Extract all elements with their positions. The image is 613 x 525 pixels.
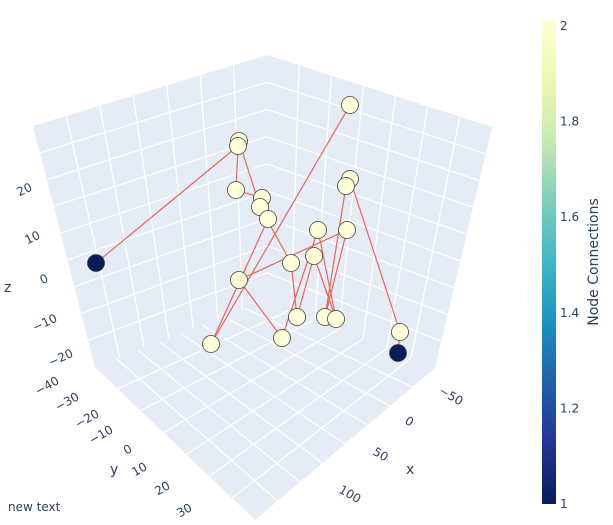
- colorbar-tick: 1: [560, 497, 568, 511]
- z-tick: 10: [23, 228, 43, 247]
- edge-11-14: [238, 279, 283, 339]
- y-tick: 10: [129, 459, 149, 479]
- node-22[interactable]: [389, 344, 407, 362]
- y-tick: 20: [152, 478, 172, 498]
- grid-left-v: [199, 75, 219, 320]
- grid-floor-a: [202, 324, 368, 426]
- scene-3d[interactable]: −50050100−40−30−20−10010203020100−10−20 …: [4, 55, 492, 520]
- edge-18-17: [210, 104, 351, 345]
- colorbar-ticks: 2 1.8 1.6 1.4 1.2 1: [560, 19, 579, 511]
- grid-floor-b: [163, 328, 340, 434]
- grid-floor-a: [223, 316, 391, 407]
- edge-19-20: [324, 229, 348, 318]
- grid-floor-a: [159, 341, 323, 464]
- node-3[interactable]: [227, 181, 245, 199]
- node-8[interactable]: [282, 254, 300, 272]
- colorbar-tick: 1.8: [560, 115, 579, 129]
- node-15[interactable]: [337, 177, 355, 195]
- y-tick: −20: [73, 406, 102, 431]
- grid-floor-a: [137, 349, 301, 483]
- node-1[interactable]: [87, 254, 105, 272]
- grid-right-h: [266, 272, 442, 342]
- grid-left-v: [99, 105, 145, 348]
- grid-left-h: [39, 81, 268, 154]
- node-11[interactable]: [273, 329, 291, 347]
- x-tick: −50: [437, 383, 466, 408]
- colorbar-tick: 2: [560, 19, 568, 33]
- axis-titles: x y z: [4, 280, 414, 478]
- colorbar: 2 1.8 1.6 1.4 1.2 1 Node Connections: [542, 19, 602, 511]
- z-tick: 20: [15, 180, 35, 199]
- grid-right-v: [314, 75, 332, 320]
- x-tick: 50: [371, 444, 391, 464]
- grid-right-h: [266, 217, 455, 289]
- grid-right-v: [386, 106, 429, 349]
- y-tick: 30: [174, 500, 194, 520]
- y-tick: −30: [53, 389, 82, 414]
- colorbar-tick: 1.4: [560, 306, 579, 320]
- node-12[interactable]: [288, 308, 306, 326]
- colorbar-tick: 1.2: [560, 401, 579, 415]
- grid-left-v: [65, 115, 121, 358]
- y-tick: −40: [33, 373, 62, 398]
- edges: [95, 104, 401, 354]
- node-9[interactable]: [327, 310, 345, 328]
- node-14[interactable]: [230, 271, 248, 289]
- edge-9-10: [317, 229, 337, 320]
- colorbar-tick: 1.6: [560, 210, 579, 224]
- x-axis-title: x: [406, 462, 414, 478]
- x-tick: 0: [403, 413, 417, 429]
- floor: [95, 300, 435, 520]
- grid-floor-b: [231, 357, 412, 499]
- grid-left-h: [74, 217, 268, 288]
- grid-floor-b: [208, 348, 388, 477]
- y-tick: −10: [87, 422, 116, 447]
- z-tick: 0: [37, 271, 50, 287]
- x-tick: 100: [337, 482, 364, 506]
- grid-left-h: [60, 163, 268, 234]
- node-13[interactable]: [305, 247, 323, 265]
- grid-left-h: [46, 108, 268, 181]
- grid-right-h: [266, 163, 467, 235]
- edge-8-12: [290, 262, 298, 318]
- edge-1-2: [95, 145, 239, 264]
- grid-left-h: [67, 190, 268, 261]
- edge-13-9: [313, 255, 337, 320]
- grid-left-v: [166, 85, 194, 329]
- grid-right-v: [362, 96, 397, 339]
- grid-right-h: [266, 81, 486, 155]
- grid-right-h: [266, 108, 480, 182]
- node-5[interactable]: [259, 210, 277, 228]
- grid-left-h: [81, 244, 268, 315]
- z-tick: −20: [46, 346, 75, 369]
- grid-floor-a: [245, 307, 413, 388]
- node-18[interactable]: [202, 335, 220, 353]
- node-19[interactable]: [338, 221, 356, 239]
- grid-floor-a: [116, 358, 278, 502]
- z-axis-title: z: [4, 280, 11, 296]
- node-17[interactable]: [341, 96, 359, 114]
- node-2[interactable]: [229, 137, 247, 155]
- edge-20-15: [324, 185, 347, 318]
- node-10[interactable]: [309, 221, 327, 239]
- grid-right-v: [338, 85, 365, 330]
- grid-right-v: [410, 116, 461, 359]
- colorbar-title: Node Connections: [586, 198, 602, 326]
- node-21[interactable]: [391, 323, 409, 341]
- z-tick: −10: [30, 311, 59, 334]
- grid-right-h: [266, 190, 461, 262]
- grid-right-h: [266, 136, 474, 208]
- nodes[interactable]: [87, 96, 409, 362]
- edge-16-21: [349, 178, 401, 333]
- edge-12-13: [296, 255, 315, 318]
- y-axis-title: y: [110, 462, 118, 478]
- colorbar-gradient: [542, 20, 556, 504]
- grid-floor-b: [186, 338, 364, 455]
- y-tick: 0: [121, 441, 135, 457]
- annotation-text[interactable]: new text: [8, 500, 61, 514]
